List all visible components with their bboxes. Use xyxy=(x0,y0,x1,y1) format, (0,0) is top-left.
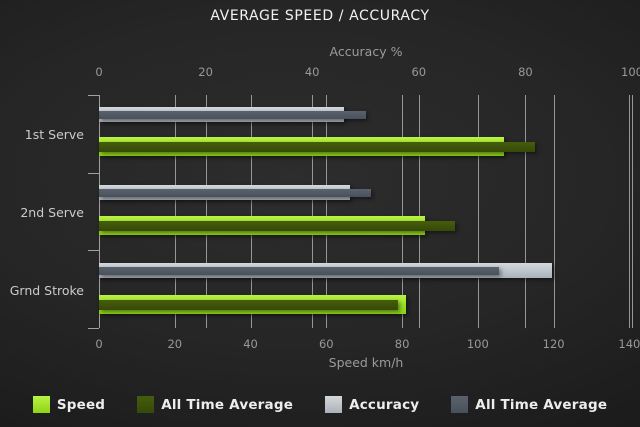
legend-label: All Time Average xyxy=(161,396,294,413)
gridline-speed-60 xyxy=(326,95,328,328)
legend-label: All Time Average xyxy=(475,396,608,413)
legend-swatch-accuracy xyxy=(325,396,343,413)
legend-label: Speed xyxy=(56,396,106,413)
bottom-axis-tick-label: 40 xyxy=(243,337,258,351)
gridline-speed-100 xyxy=(477,95,479,328)
category-label-1st-serve: 1st Serve xyxy=(24,127,84,142)
gridline-accuracy-100 xyxy=(632,95,633,328)
gridline-accuracy-60 xyxy=(418,95,420,328)
category-label-grnd-stroke: Grnd Stroke xyxy=(9,283,84,298)
top-axis-tick-label: 40 xyxy=(304,65,320,79)
bottom-axis-tick-label: 100 xyxy=(466,337,489,351)
top-axis-tick-label: 60 xyxy=(411,65,427,79)
top-axis-title: Accuracy % xyxy=(329,44,403,59)
legend-item-speed-0: Speed xyxy=(32,396,106,413)
legend-item-all-time-average-3: All Time Average xyxy=(451,396,607,413)
top-axis-tick-label: 80 xyxy=(518,65,533,79)
category-axis-tick xyxy=(88,328,99,329)
bottom-axis-title: Speed km/h xyxy=(328,355,404,370)
bar-accuracy-ata-grnd-stroke xyxy=(99,266,499,275)
legend-swatch-all-time-average xyxy=(451,396,469,413)
gridline-accuracy-40 xyxy=(312,95,314,328)
bar-speed-ata-grnd-stroke xyxy=(99,299,399,310)
category-axis-tick xyxy=(88,172,99,174)
chart-title: AVERAGE SPEED / ACCURACY xyxy=(210,8,430,24)
legend-item-all-time-average-1: All Time Average xyxy=(137,396,293,413)
gridline-accuracy-80 xyxy=(525,95,527,328)
bar-accuracy-ata-2nd-serve xyxy=(99,188,371,197)
legend-swatch-speed xyxy=(32,396,50,413)
gridline-speed-40 xyxy=(250,95,252,328)
bottom-axis-tick-label: 80 xyxy=(394,337,410,351)
gridline-speed-80 xyxy=(402,95,404,328)
top-axis-tick-label: 20 xyxy=(198,65,213,79)
gridline-speed-20 xyxy=(174,95,176,328)
chart-legend: Speed All Time Average Accuracy All Time Av… xyxy=(0,396,640,413)
bottom-axis-tick-label: 140 xyxy=(618,337,640,351)
category-label-2nd-serve: 2nd Serve xyxy=(20,205,84,220)
bar-accuracy-ata-1st-serve xyxy=(99,110,366,119)
category-axis-tick xyxy=(88,95,99,96)
category-axis-line xyxy=(99,95,100,328)
legend-swatch-all-time-average xyxy=(137,396,155,413)
bottom-axis-tick-label: 120 xyxy=(542,337,565,351)
top-axis-tick-label: 0 xyxy=(95,65,103,79)
top-axis-tick-label: 100 xyxy=(621,65,640,79)
bottom-axis-tick-label: 0 xyxy=(95,337,103,351)
legend-item-accuracy-2: Accuracy xyxy=(325,396,419,413)
bottom-axis-tick-label: 60 xyxy=(318,337,334,351)
gridline-speed-140 xyxy=(629,95,631,328)
legend-label: Accuracy xyxy=(349,396,420,413)
bar-speed-ata-2nd-serve xyxy=(99,220,456,231)
category-axis-tick xyxy=(88,250,99,252)
bar-speed-ata-1st-serve xyxy=(99,141,535,152)
bottom-axis-tick-label: 20 xyxy=(167,337,183,351)
gridline-accuracy-20 xyxy=(205,95,207,328)
gridline-speed-120 xyxy=(553,95,555,328)
